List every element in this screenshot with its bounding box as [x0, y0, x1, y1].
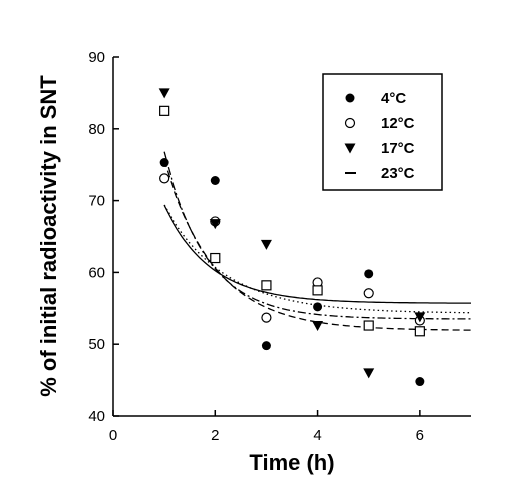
- y-tick-label: 70: [88, 193, 105, 210]
- x-tick-label: 6: [416, 427, 424, 444]
- data-point-17°C: [414, 312, 426, 323]
- fit-line-12°C: [163, 204, 471, 314]
- data-point-23°C: [414, 326, 425, 337]
- data-point-23°C: [312, 285, 323, 296]
- data-point-12°C: [261, 312, 272, 323]
- data-point-4°C: [210, 175, 220, 185]
- data-point-17°C: [363, 368, 375, 379]
- y-tick-label: 90: [88, 49, 105, 66]
- y-axis-title: % of initial radioactivity in SNT: [36, 75, 61, 397]
- y-tick-label: 40: [88, 408, 105, 425]
- y-tick-label: 60: [88, 264, 105, 281]
- fit-line-4°C: [163, 205, 471, 304]
- fit-line-17°C: [163, 151, 471, 320]
- legend-label: 17°C: [381, 140, 415, 157]
- data-point-17°C: [260, 239, 272, 250]
- data-point-12°C: [363, 288, 374, 299]
- y-tick-label: 50: [88, 336, 105, 353]
- x-tick-label: 0: [109, 427, 117, 444]
- legend-marker-4°C: [345, 93, 355, 103]
- y-ticks: 40 50 60 70 80 90: [88, 49, 119, 425]
- legend-label: 12°C: [381, 115, 415, 132]
- data-point-4°C: [159, 158, 169, 168]
- data-point-4°C: [261, 341, 271, 351]
- x-tick-label: 4: [313, 427, 321, 444]
- legend: 4°C 12°C 17°C 23°C: [322, 73, 443, 191]
- y-tick-label: 80: [88, 121, 105, 138]
- data-point-4°C: [313, 302, 323, 312]
- data-point-12°C: [159, 173, 170, 184]
- data-point-17°C: [158, 88, 170, 99]
- data-point-23°C: [363, 320, 374, 331]
- legend-label: 23°C: [381, 165, 415, 182]
- data-markers: [158, 88, 426, 387]
- data-point-23°C: [210, 252, 221, 264]
- data-point-23°C: [159, 105, 170, 116]
- data-point-17°C: [312, 321, 324, 332]
- data-point-17°C: [209, 219, 221, 230]
- legend-label: 4°C: [381, 90, 406, 107]
- x-axis-title: Time (h): [249, 450, 334, 475]
- legend-marker-17°C: [344, 143, 356, 154]
- plot-area: [112, 57, 471, 417]
- x-tick-label: 2: [211, 427, 219, 444]
- legend-box: [322, 73, 443, 191]
- data-point-4°C: [415, 377, 425, 387]
- data-point-4°C: [364, 269, 374, 279]
- data-point-23°C: [261, 280, 272, 291]
- x-ticks: 0 2 4 6: [109, 410, 424, 444]
- legend-marker-12°C: [344, 117, 356, 129]
